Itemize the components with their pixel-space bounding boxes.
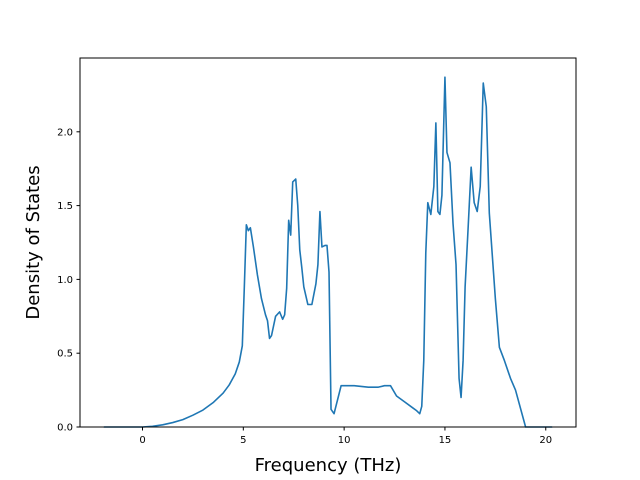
dos-series-line [103, 76, 553, 428]
y-tick-label: 2.0 [57, 127, 73, 138]
x-tick-label: 15 [439, 435, 452, 446]
y-axis-label: Density of States [23, 165, 44, 319]
plot-area [103, 76, 553, 428]
x-tick-label: 5 [240, 435, 246, 446]
x-tick-label: 20 [539, 435, 552, 446]
y-tick-label: 1.5 [57, 201, 73, 212]
x-axis-label: Frequency (THz) [255, 455, 402, 476]
y-tick-label: 1.0 [57, 275, 73, 286]
y-axis-ticks: 0.0 0.5 1.0 1.5 2.0 [57, 127, 80, 434]
y-tick-label: 0.0 [57, 423, 73, 434]
x-tick-label: 10 [338, 435, 351, 446]
x-tick-label: 0 [139, 435, 145, 446]
axes-frame [79, 57, 577, 428]
x-axis-ticks: 0 5 10 15 20 [139, 427, 552, 446]
y-tick-label: 0.5 [57, 349, 73, 360]
